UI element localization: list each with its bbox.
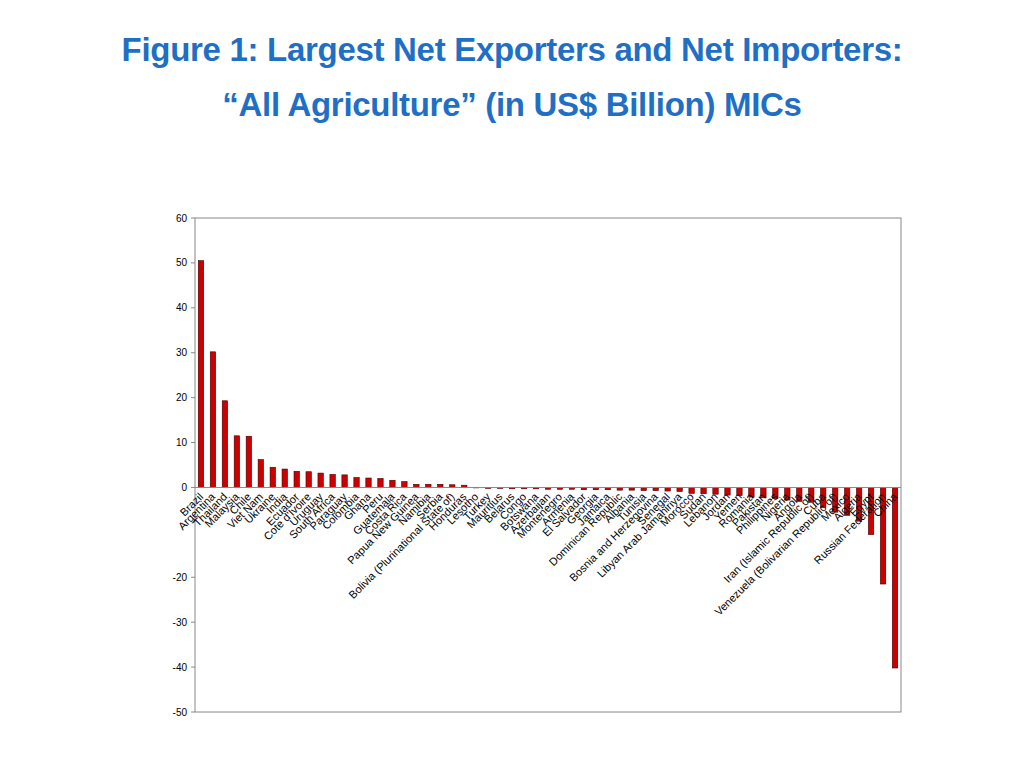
x-tick-label: Russian Federation bbox=[812, 490, 888, 566]
y-tick-label: -20 bbox=[173, 572, 188, 583]
bar bbox=[258, 460, 263, 488]
x-tick-label: Iran (Islamic Republic of) bbox=[721, 490, 816, 585]
y-tick-label: 40 bbox=[176, 302, 188, 313]
bar bbox=[246, 436, 251, 487]
bar bbox=[342, 475, 347, 488]
plot-frame bbox=[195, 218, 901, 712]
bar bbox=[354, 478, 359, 488]
bar bbox=[294, 471, 299, 487]
bar bbox=[318, 473, 323, 487]
chart-title: Figure 1: Largest Net Exporters and Net … bbox=[0, 22, 1024, 132]
y-tick bbox=[191, 262, 195, 263]
y-tick bbox=[191, 487, 195, 488]
bar bbox=[402, 482, 407, 488]
x-tick-label: Libyan Arab Jamahiriya bbox=[595, 490, 685, 580]
bar bbox=[222, 401, 227, 488]
bar bbox=[689, 487, 694, 493]
bar bbox=[270, 467, 275, 487]
chart-area: -50-40-30-200102030405060BrazilArgentina… bbox=[0, 0, 1024, 768]
bar bbox=[892, 487, 897, 668]
bar bbox=[378, 478, 383, 487]
bar bbox=[330, 474, 335, 487]
y-tick bbox=[191, 307, 195, 308]
y-tick-label: 60 bbox=[176, 213, 188, 224]
y-tick bbox=[191, 218, 195, 219]
bar bbox=[198, 261, 203, 488]
bar bbox=[665, 487, 670, 491]
y-tick bbox=[191, 442, 195, 443]
x-tick-label: Bosnia and Herzegovina bbox=[567, 490, 661, 584]
y-tick bbox=[191, 577, 195, 578]
x-tick-label: China bbox=[871, 490, 900, 519]
x-tick-label: Bolivia (Plurinational State of) bbox=[346, 490, 457, 601]
y-tick bbox=[191, 397, 195, 398]
y-tick bbox=[191, 622, 195, 623]
y-tick bbox=[191, 712, 195, 713]
bar bbox=[282, 469, 287, 487]
zero-axis bbox=[195, 487, 901, 488]
y-tick-label: 50 bbox=[176, 257, 188, 268]
bar bbox=[210, 352, 215, 488]
y-tick bbox=[191, 667, 195, 668]
y-tick-label: -30 bbox=[173, 617, 188, 628]
y-tick-label: -50 bbox=[173, 707, 188, 718]
y-tick-label: -40 bbox=[173, 662, 188, 673]
y-tick-label: 30 bbox=[176, 347, 188, 358]
bar bbox=[390, 480, 395, 487]
y-tick-label: 20 bbox=[176, 392, 188, 403]
bar bbox=[366, 478, 371, 487]
y-tick bbox=[191, 352, 195, 353]
bar bbox=[677, 487, 682, 491]
y-tick-label: 10 bbox=[176, 437, 188, 448]
bar bbox=[306, 472, 311, 488]
bar bbox=[234, 436, 239, 488]
y-tick-label: 0 bbox=[181, 482, 187, 493]
